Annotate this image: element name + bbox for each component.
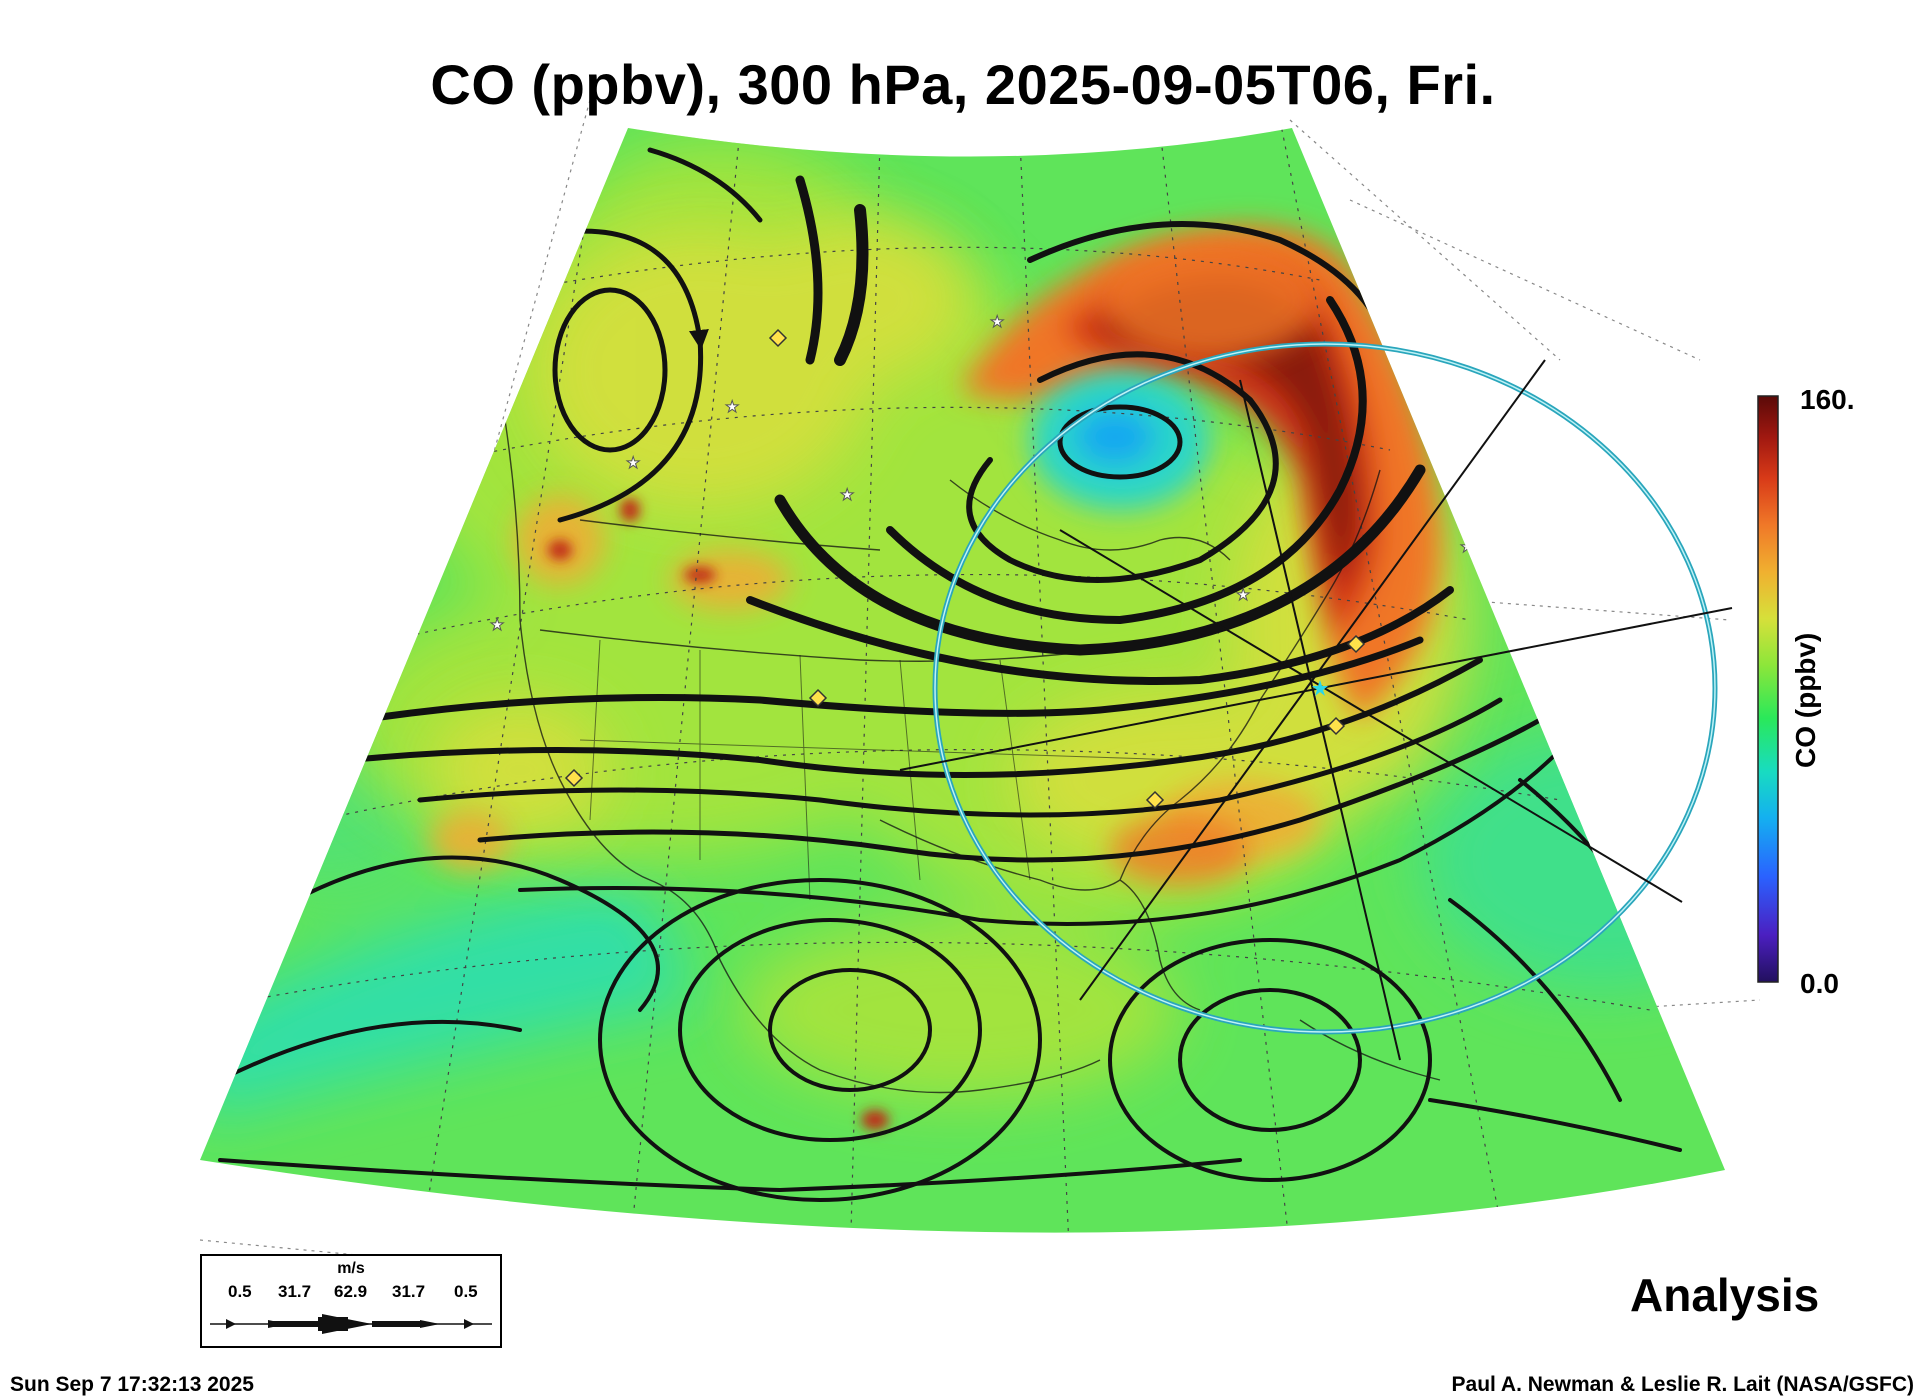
svg-text:★: ★ — [1236, 585, 1250, 604]
svg-text:★: ★ — [990, 312, 1004, 331]
svg-text:★: ★ — [626, 453, 640, 472]
timestamp: Sun Sep 7 17:32:13 2025 — [10, 1373, 254, 1396]
svg-text:★: ★ — [1455, 320, 1469, 339]
colorbar-title: CO (ppbv) — [1790, 632, 1821, 768]
wind-value-left-mid: 31.7 — [278, 1282, 312, 1301]
colorbar-max-label: 160. — [1800, 384, 1855, 415]
co-field: ★ ★ ★ ★ ★ ★ ★ ★ — [200, 128, 1725, 1233]
range-ring — [932, 341, 1718, 1035]
page-title: CO (ppbv), 300 hPa, 2025-09-05T06, Fri. — [430, 53, 1496, 116]
wind-value-right-mid: 31.7 — [392, 1282, 426, 1301]
colorbar — [1757, 395, 1779, 983]
wind-value-left-min: 0.5 — [228, 1282, 252, 1301]
svg-text:★: ★ — [840, 485, 854, 504]
wind-value-center-max: 62.9 — [334, 1282, 368, 1301]
analysis-label: Analysis — [1630, 1269, 1820, 1321]
wind-arrow-scale — [210, 1314, 492, 1334]
wind-units: m/s — [337, 1260, 365, 1277]
station-diamonds — [564, 328, 1366, 810]
cross-lines — [899, 359, 1733, 1061]
wind-speed-legend: m/s 0.5 31.7 62.9 31.7 0.5 — [200, 1254, 502, 1348]
svg-text:★: ★ — [1460, 537, 1474, 556]
colorbar-min-label: 0.0 — [1800, 968, 1839, 999]
credit: Paul A. Newman & Leslie R. Lait (NASA/GS… — [1451, 1373, 1914, 1396]
station-stars: ★ ★ ★ ★ ★ ★ ★ ★ — [490, 312, 1475, 635]
wind-value-right-min: 0.5 — [454, 1282, 478, 1301]
center-star — [1312, 680, 1328, 696]
svg-text:★: ★ — [725, 397, 739, 416]
streamlines — [218, 147, 1682, 1202]
svg-text:★: ★ — [490, 615, 504, 634]
